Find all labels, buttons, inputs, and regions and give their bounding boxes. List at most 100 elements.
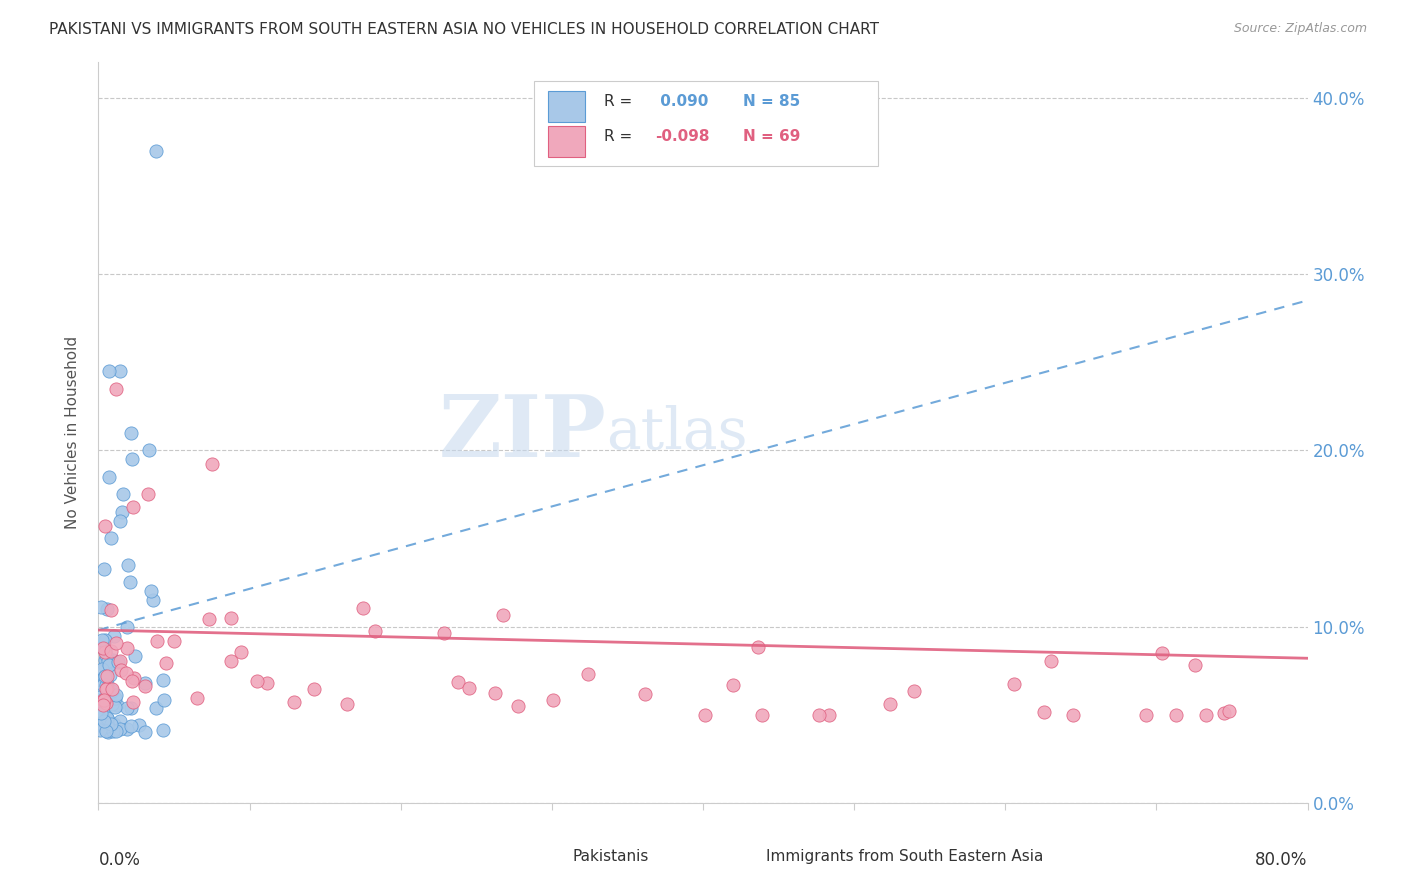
Point (93, 706, 115, 720)
Point (94, 651, 117, 665)
Point (96, 677, 118, 691)
Point (186, 691, 208, 706)
Point (231, 645, 253, 659)
Point (120, 719, 142, 733)
Point (1213, 706, 1236, 720)
Point (93, 719, 115, 733)
Point (110, 723, 132, 737)
Point (115, 641, 138, 656)
Point (108, 514, 131, 528)
Point (100, 532, 122, 546)
Point (1152, 646, 1174, 660)
Point (104, 724, 127, 739)
Point (96, 723, 118, 737)
Point (96, 711, 118, 725)
Point (120, 700, 142, 714)
Point (818, 707, 841, 722)
Point (633, 687, 655, 701)
Point (89, 717, 111, 731)
Text: 0.090: 0.090 (655, 95, 709, 109)
Point (110, 364, 132, 378)
FancyBboxPatch shape (727, 850, 754, 866)
Text: -0.098: -0.098 (655, 129, 709, 144)
Point (96, 602, 118, 616)
Point (1033, 706, 1056, 720)
Point (117, 701, 139, 715)
Point (121, 452, 143, 467)
Point (1218, 704, 1240, 718)
Point (104, 636, 127, 650)
Point (94, 659, 117, 673)
Point (747, 640, 769, 654)
Point (94, 652, 117, 666)
Point (91, 693, 114, 707)
Point (96, 681, 118, 695)
Point (120, 425, 142, 440)
Point (89, 692, 111, 706)
Point (492, 608, 515, 623)
Point (114, 666, 136, 681)
Point (94, 669, 117, 683)
Point (219, 611, 242, 625)
Point (1135, 707, 1157, 722)
Point (1164, 707, 1187, 722)
Point (94, 696, 117, 710)
FancyBboxPatch shape (534, 81, 879, 166)
Point (93, 693, 115, 707)
Point (100, 655, 122, 669)
Point (134, 675, 156, 690)
Point (90, 706, 112, 720)
Point (118, 575, 141, 590)
Point (103, 723, 125, 738)
Text: Immigrants from South Eastern Asia: Immigrants from South Eastern Asia (766, 848, 1043, 863)
Point (304, 681, 326, 696)
Point (506, 698, 529, 713)
FancyBboxPatch shape (548, 91, 585, 122)
Text: atlas: atlas (606, 405, 748, 460)
Point (93, 562, 115, 576)
Text: N = 85: N = 85 (742, 95, 800, 109)
Point (104, 690, 127, 705)
Point (97, 654, 120, 668)
Point (219, 654, 242, 668)
Point (96, 719, 118, 733)
Point (103, 717, 125, 731)
Point (94, 645, 117, 659)
Point (155, 656, 177, 670)
Point (101, 697, 124, 711)
Point (97, 364, 120, 378)
Point (152, 673, 174, 687)
Point (94, 643, 117, 657)
Point (89, 718, 111, 732)
Point (98, 469, 121, 483)
Text: ZIP: ZIP (439, 391, 606, 475)
Point (110, 714, 132, 728)
Text: Pakistanis: Pakistanis (572, 848, 648, 863)
Point (110, 505, 132, 519)
Point (91, 640, 114, 654)
Point (91, 678, 114, 692)
Point (336, 698, 359, 712)
Point (105, 382, 128, 396)
Point (124, 649, 146, 664)
Point (122, 671, 145, 685)
Point (94, 519, 117, 533)
Point (94, 711, 117, 725)
Point (89, 723, 111, 738)
Point (94, 723, 117, 738)
Point (751, 707, 773, 722)
Point (94, 633, 117, 648)
Point (97, 725, 120, 739)
Point (93, 691, 115, 706)
Point (115, 619, 138, 633)
Point (695, 707, 717, 722)
Point (128, 718, 150, 732)
Point (153, 692, 176, 706)
Point (903, 684, 925, 698)
Point (110, 663, 132, 677)
Point (541, 693, 564, 707)
Point (91, 641, 114, 656)
Point (1002, 677, 1025, 691)
Point (100, 644, 122, 658)
Text: N = 69: N = 69 (742, 129, 800, 144)
